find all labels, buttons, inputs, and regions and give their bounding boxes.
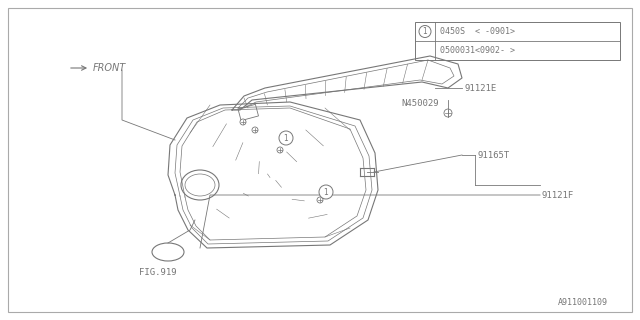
Text: N450029: N450029 [401, 99, 439, 108]
Text: 1: 1 [422, 27, 428, 36]
Circle shape [240, 119, 246, 125]
Bar [238, 104, 259, 121]
Text: 91121E: 91121E [464, 84, 496, 92]
Text: 0500031<0902- >: 0500031<0902- > [440, 46, 515, 55]
Text: 0450S  < -0901>: 0450S < -0901> [440, 27, 515, 36]
Circle shape [277, 147, 283, 153]
Text: A911001109: A911001109 [558, 298, 608, 307]
Circle shape [419, 26, 431, 37]
Circle shape [279, 131, 293, 145]
Circle shape [444, 109, 452, 117]
Text: FRONT: FRONT [93, 63, 126, 73]
Text: 91121F: 91121F [542, 190, 574, 199]
Text: FIG.919: FIG.919 [139, 268, 177, 277]
Text: 1: 1 [284, 133, 289, 142]
Text: 1: 1 [324, 188, 328, 196]
Bar [415, 22, 620, 60]
Text: 91165T: 91165T [477, 150, 509, 159]
Circle shape [319, 185, 333, 199]
Circle shape [252, 127, 258, 133]
Ellipse shape [152, 243, 184, 261]
Circle shape [317, 197, 323, 203]
